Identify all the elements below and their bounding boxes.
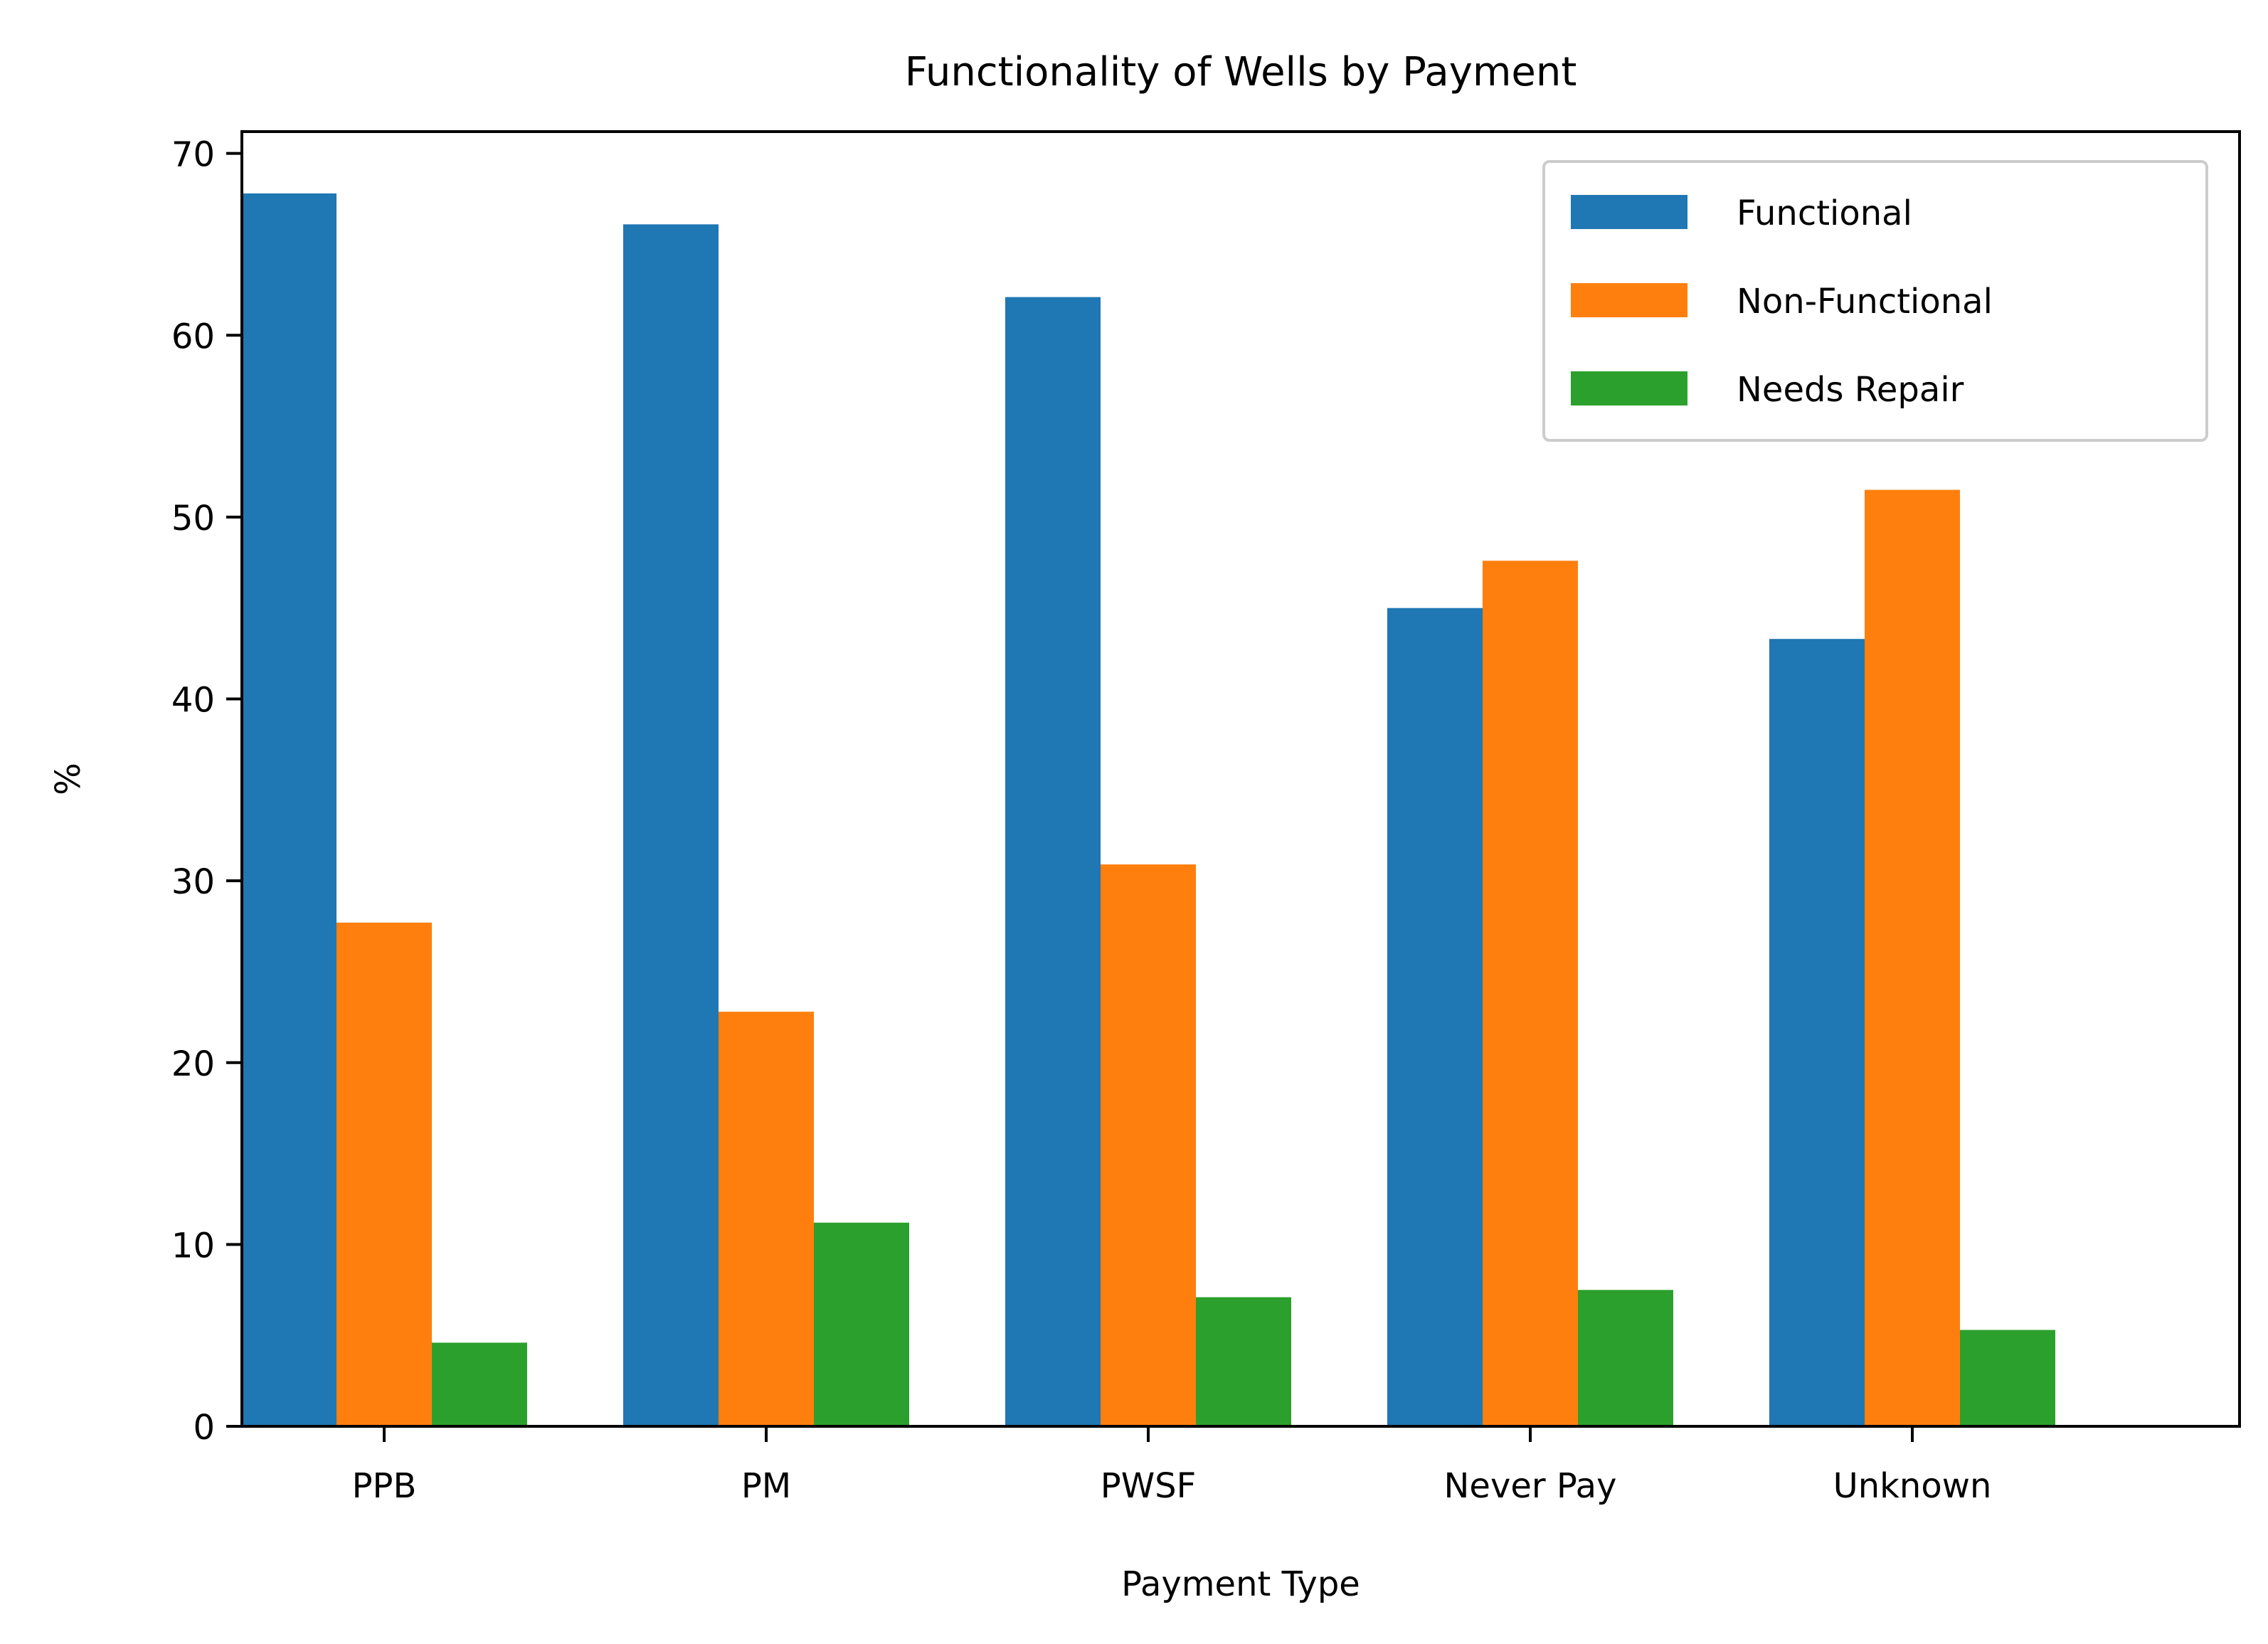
x-axis-label: Payment Type xyxy=(1121,1564,1360,1604)
plot-frame xyxy=(240,130,2241,1428)
x-axis: PPB PM PWSF Never Pay Unknown xyxy=(352,1426,1992,1506)
bar-needs-repair-pwsf xyxy=(1196,1297,1291,1426)
bar-needs-repair-never-pay xyxy=(1578,1290,1673,1426)
y-tick-label: 10 xyxy=(171,1226,215,1266)
bar-functional-unknown xyxy=(1769,639,1865,1427)
legend: Functional Non-Functional Needs Repair xyxy=(1542,160,2208,442)
x-tick-label: PWSF xyxy=(1101,1466,1196,1506)
x-tick-label: PPB xyxy=(352,1466,417,1506)
legend-frame xyxy=(1542,160,2208,442)
y-tick-label: 30 xyxy=(171,862,215,902)
y-axis-label: % xyxy=(48,763,88,795)
y-tick-label: 70 xyxy=(171,135,215,175)
bar-non-functional-pm xyxy=(719,1012,814,1426)
bar-functional-pwsf xyxy=(1005,297,1101,1427)
legend-swatch xyxy=(1571,371,1687,405)
bar-functional-never-pay xyxy=(1387,608,1483,1426)
bar-functional-ppb xyxy=(241,193,337,1426)
bar-non-functional-never-pay xyxy=(1483,561,1578,1426)
chart-title: Functionality of Wells by Payment xyxy=(905,49,1577,95)
bar-non-functional-ppb xyxy=(337,922,432,1426)
bar-non-functional-pwsf xyxy=(1101,864,1196,1426)
legend-label: Functional xyxy=(1737,193,1912,233)
x-tick-label: PM xyxy=(741,1466,791,1506)
bar-functional-pm xyxy=(623,224,719,1426)
y-axis: 0 10 20 30 40 50 60 70 xyxy=(171,135,242,1448)
legend-label: Non-Functional xyxy=(1737,282,1993,322)
y-tick-label: 20 xyxy=(171,1044,215,1084)
x-tick-label: Unknown xyxy=(1833,1466,1992,1506)
bar-needs-repair-pm xyxy=(814,1222,909,1426)
legend-swatch xyxy=(1571,195,1687,229)
legend-label: Needs Repair xyxy=(1737,370,1964,410)
bar-non-functional-unknown xyxy=(1865,489,1960,1427)
y-tick-label: 60 xyxy=(171,317,215,356)
bars-group xyxy=(241,193,2055,1427)
bar-needs-repair-ppb xyxy=(432,1342,527,1426)
y-tick-label: 50 xyxy=(171,499,215,539)
legend-swatch xyxy=(1571,283,1687,317)
y-tick-label: 40 xyxy=(171,681,215,721)
x-tick-label: Never Pay xyxy=(1444,1466,1617,1506)
y-tick-label: 0 xyxy=(193,1408,215,1448)
bar-needs-repair-unknown xyxy=(1960,1330,2055,1426)
